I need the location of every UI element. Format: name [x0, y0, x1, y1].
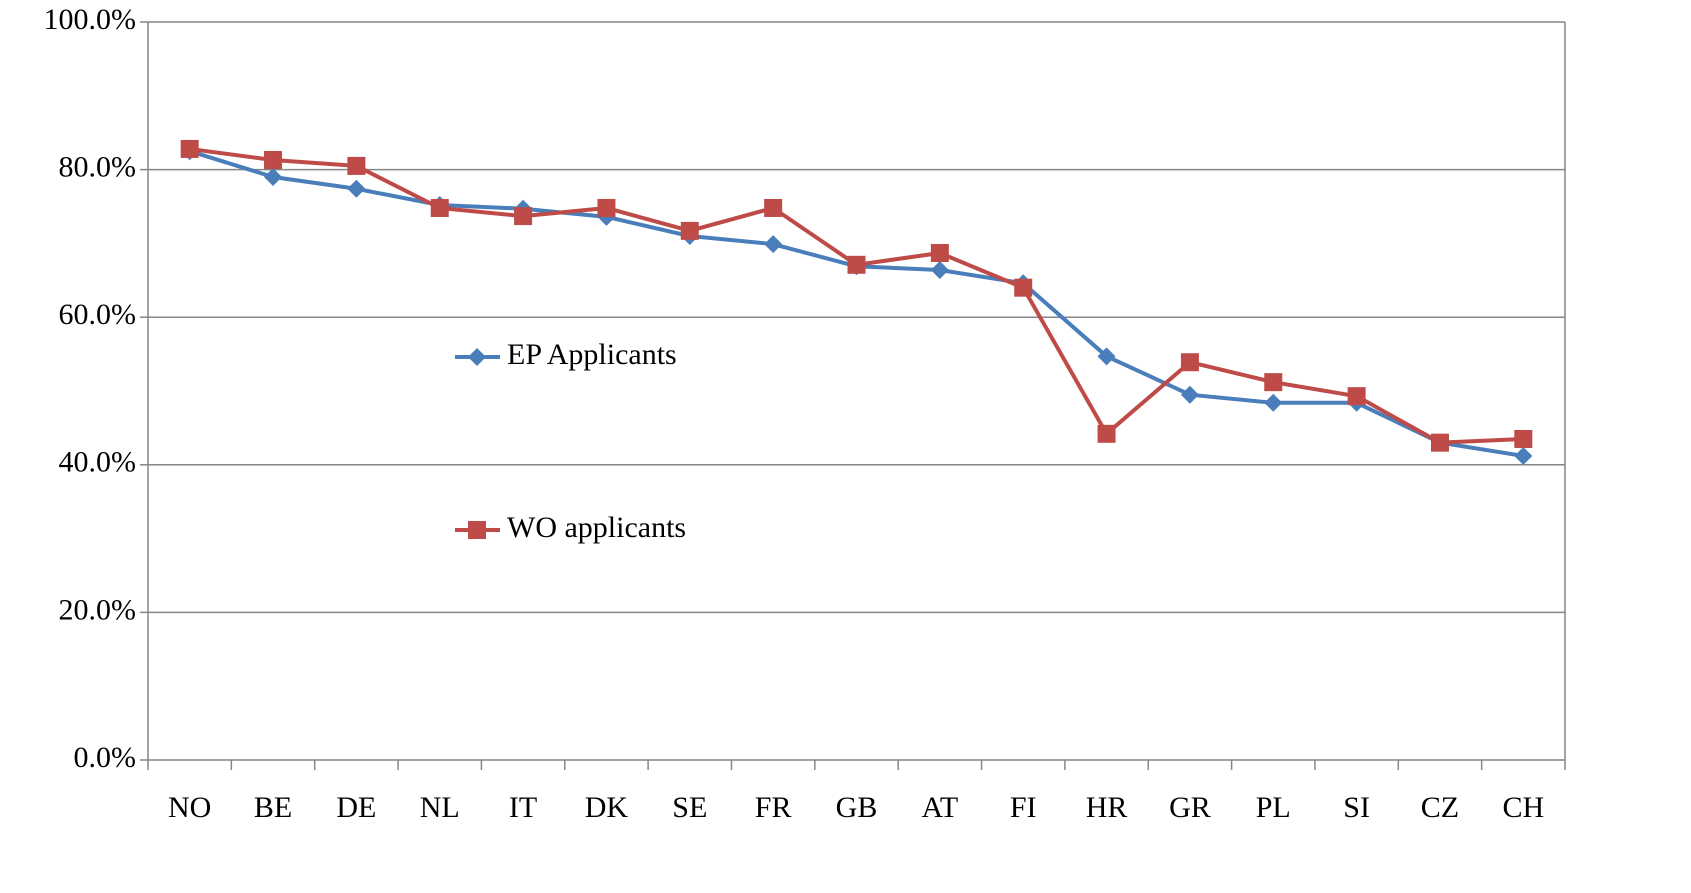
y-tick-label: 100.0% [44, 3, 137, 36]
x-tick-label: AT [922, 791, 959, 824]
data-point [847, 255, 866, 274]
x-tick-label: SE [672, 791, 707, 824]
x-tick-label: NL [420, 791, 460, 824]
data-point [1180, 385, 1199, 404]
data-point [930, 243, 949, 262]
data-point [514, 207, 533, 226]
x-tick-label: CZ [1421, 791, 1459, 824]
data-point [680, 221, 699, 240]
data-point [1430, 433, 1449, 452]
y-tick-label: 40.0% [59, 446, 137, 479]
data-point [930, 260, 949, 279]
x-tick-label: NO [168, 791, 211, 824]
data-point [1097, 424, 1116, 443]
x-tick-label: SI [1343, 791, 1370, 824]
y-tick-label: 60.0% [59, 298, 137, 331]
x-tick-label: BE [254, 791, 292, 824]
x-tick-label: CH [1502, 791, 1544, 824]
legend-label: EP Applicants [507, 338, 677, 371]
y-tick-label: 20.0% [59, 593, 137, 626]
x-tick-label: DK [585, 791, 629, 824]
data-point [1514, 446, 1533, 465]
legend-label: WO applicants [507, 511, 686, 544]
data-point [764, 198, 783, 217]
x-tick-label: IT [509, 791, 537, 824]
data-point [347, 179, 366, 198]
data-point [1014, 278, 1033, 297]
legend-marker [468, 348, 486, 366]
data-point [1180, 353, 1199, 372]
data-point [1264, 373, 1283, 392]
x-tick-label: FI [1010, 791, 1037, 824]
data-point [264, 151, 283, 170]
x-tick-label: GB [836, 791, 878, 824]
y-tick-label: 0.0% [74, 741, 137, 774]
data-point [1514, 429, 1533, 448]
data-point [1264, 393, 1283, 412]
legend-marker [468, 521, 486, 539]
x-tick-label: GR [1169, 791, 1211, 824]
data-point [764, 235, 783, 254]
data-point [264, 167, 283, 186]
data-point [1347, 387, 1366, 406]
x-tick-label: FR [755, 791, 792, 824]
data-point [597, 198, 616, 217]
data-point [1097, 347, 1116, 366]
data-point [430, 198, 449, 217]
x-tick-label: DE [336, 791, 376, 824]
y-tick-label: 80.0% [59, 150, 137, 183]
x-tick-label: HR [1086, 791, 1128, 824]
x-tick-label: PL [1256, 791, 1291, 824]
data-point [347, 156, 366, 175]
data-point [180, 139, 199, 158]
